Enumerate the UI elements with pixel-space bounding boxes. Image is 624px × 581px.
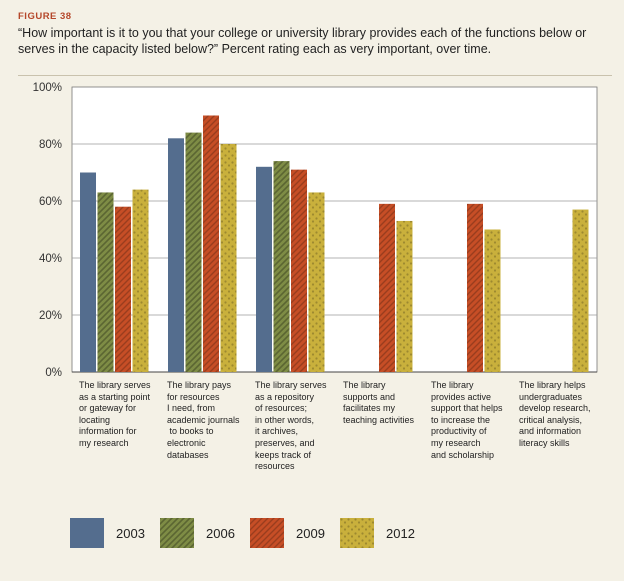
x-category-label-line: or gateway for: [79, 403, 137, 414]
legend-label: 2003: [116, 526, 145, 541]
x-category-label-line: The library serves: [255, 380, 327, 390]
x-category-label-line: it archives,: [255, 426, 299, 437]
legend-swatch-2003: [70, 518, 104, 548]
x-category-label-line: information for: [79, 426, 137, 437]
x-category-label-line: critical analysis,: [519, 414, 583, 425]
bar-2012: [572, 209, 589, 372]
x-category-label-line: in other words,: [255, 414, 315, 425]
bar-2012: [220, 144, 237, 372]
x-category-label-line: to increase the: [431, 414, 491, 425]
x-category-label-line: electronic: [167, 437, 206, 448]
legend-swatch-2009: [250, 518, 284, 548]
bar-2012: [396, 220, 413, 372]
x-category-label: The library serves as a repository of reso…: [255, 380, 341, 473]
bar-2006: [273, 161, 290, 372]
x-category-label-line: literacy skills: [519, 437, 570, 448]
figure-label: FIGURE 38: [18, 11, 72, 22]
x-category-label: The library provides active support that h…: [431, 380, 517, 461]
x-category-label-line: supports and: [343, 391, 396, 402]
x-category-label-line: for resources: [167, 391, 220, 402]
x-category-label-line: locating: [79, 414, 111, 425]
bar-2003: [80, 172, 96, 372]
x-category-label-line: The library pays: [167, 380, 232, 390]
x-category-label-line: resources: [255, 461, 295, 472]
x-category-label-line: my research: [79, 437, 129, 448]
x-category-label-line: The library serves: [79, 380, 151, 390]
x-category-label-line: academic journals: [167, 414, 240, 425]
x-category-label-line: productivity of: [431, 426, 487, 437]
y-tick-label: 60%: [39, 196, 62, 208]
x-category-label-line: The library: [343, 380, 386, 390]
legend-swatch-2012: [340, 518, 374, 548]
y-tick-label: 20%: [39, 310, 62, 322]
bar-2003: [256, 166, 272, 372]
x-category-label-line: support that helps: [431, 403, 503, 414]
chart-title: “How important is it to you that your co…: [18, 26, 587, 56]
x-category-label: The library pays for resources I need, fro…: [167, 380, 253, 461]
bar-2009: [203, 115, 219, 372]
x-category-label-line: undergraduates: [519, 391, 583, 402]
bar-2006: [97, 192, 114, 372]
title-divider: [18, 75, 612, 76]
x-category-label-line: and scholarship: [431, 449, 495, 460]
x-category-label-line: develop research,: [519, 403, 591, 414]
x-category-label-line: keeps track of: [255, 449, 312, 460]
x-category-label-line: to books to: [167, 426, 214, 437]
legend-swatch-2006: [160, 518, 194, 548]
x-category-label: The library serves as a starting point or …: [79, 380, 165, 450]
bar-2012: [308, 192, 325, 372]
y-tick-label: 40%: [39, 253, 62, 265]
x-category-label-line: and information: [519, 426, 582, 437]
x-category-label-line: facilitates my: [343, 403, 396, 414]
x-category-label-line: teaching activities: [343, 414, 415, 425]
bar-2009: [467, 203, 483, 372]
bar-2009: [115, 206, 131, 372]
x-category-label-line: databases: [167, 449, 209, 460]
x-category-label-line: of resources;: [255, 403, 308, 414]
bar-2012: [484, 229, 501, 372]
y-tick-label: 80%: [39, 139, 62, 151]
x-category-label: The library helps undergraduates develop r…: [519, 380, 605, 450]
bar-2006: [185, 132, 202, 372]
y-tick-label: 0%: [45, 367, 62, 379]
bar-2003: [168, 138, 184, 372]
legend-label: 2006: [206, 526, 235, 541]
bar-2012: [132, 189, 149, 372]
x-category-label-line: I need, from: [167, 403, 216, 414]
x-category-label-line: The library: [431, 380, 474, 390]
y-tick-label: 100%: [33, 82, 62, 94]
x-category-label: The library supports and facilitates my tea…: [343, 380, 429, 426]
legend-label: 2012: [386, 526, 415, 541]
legend-label: 2009: [296, 526, 325, 541]
x-category-label-line: as a repository: [255, 391, 315, 402]
plot-background: [71, 86, 598, 373]
x-category-label-line: The library helps: [519, 380, 586, 390]
x-category-label-line: provides active: [431, 391, 492, 402]
x-category-label-line: my research: [431, 437, 481, 448]
bar-2009: [379, 203, 395, 372]
x-category-label-line: as a starting point: [79, 391, 151, 402]
x-category-label-line: preserves, and: [255, 437, 315, 448]
bar-2009: [291, 169, 307, 372]
